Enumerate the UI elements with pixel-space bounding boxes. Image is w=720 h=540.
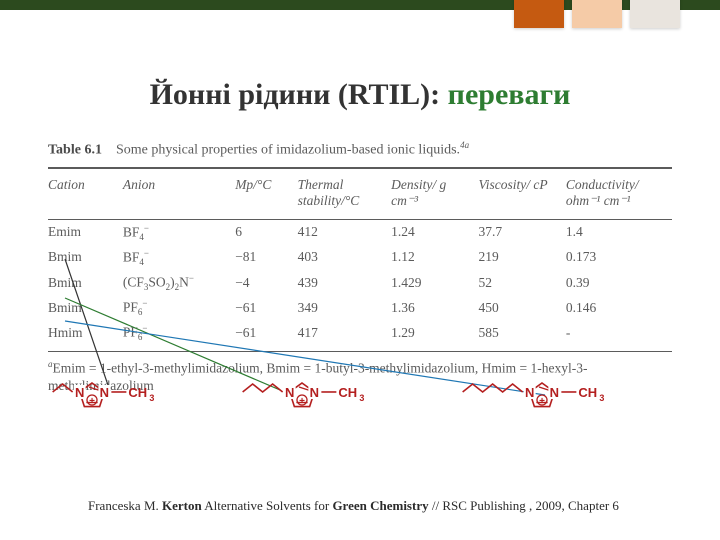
table-cell: (CF3SO2)2N− — [123, 270, 235, 295]
table-cell: 1.4 — [566, 219, 672, 245]
table-cell: 1.24 — [391, 219, 478, 245]
table-cell: Hmim — [48, 320, 123, 351]
table-cell: −61 — [235, 320, 297, 351]
table-row: BmimBF4−−814031.122190.173 — [48, 245, 672, 270]
slide-title: Йонні рідини (RTIL): переваги — [0, 78, 720, 112]
table-caption: Table 6.1 Some physical properties of im… — [48, 140, 672, 169]
table-cell: 450 — [479, 295, 566, 320]
table-cell: −4 — [235, 270, 297, 295]
table-footnote: aEmim = 1-ethyl-3-methylimidazolium, Bmi… — [48, 352, 672, 396]
caption-label: Table 6.1 — [48, 143, 102, 158]
table-cell: 219 — [479, 245, 566, 270]
accent-box — [572, 0, 622, 28]
citation: Franceska M. Kerton Alternative Solvents… — [88, 498, 680, 514]
table-cell: PF6− — [123, 320, 235, 351]
column-header: Cation — [48, 169, 123, 220]
cite-mid: Alternative Solvents for — [202, 498, 333, 513]
cite-topic: Green Chemistry — [332, 498, 428, 513]
accent-boxes — [514, 0, 680, 28]
table-cell: Bmim — [48, 245, 123, 270]
table-row: Bmim(CF3SO2)2N−−44391.429520.39 — [48, 270, 672, 295]
table-region: Table 6.1 Some physical properties of im… — [48, 140, 672, 396]
cite-suffix: // RSC Publishing , 2009, Chapter 6 — [429, 498, 619, 513]
table-cell: 1.429 — [391, 270, 478, 295]
svg-text:+: + — [89, 396, 95, 407]
title-green: переваги — [448, 78, 571, 111]
table-cell: 37.7 — [479, 219, 566, 245]
cite-prefix: Franceska M. — [88, 498, 162, 513]
svg-text:+: + — [539, 396, 545, 407]
table-cell: BF4− — [123, 245, 235, 270]
table-row: EmimBF4−64121.2437.71.4 — [48, 219, 672, 245]
table-cell: 403 — [298, 245, 392, 270]
table-cell: −61 — [235, 295, 297, 320]
table-cell: 439 — [298, 270, 392, 295]
table-cell: 1.12 — [391, 245, 478, 270]
svg-text:+: + — [299, 396, 305, 407]
column-header: Mp/°C — [235, 169, 297, 220]
table-cell: −81 — [235, 245, 297, 270]
table-cell: 6 — [235, 219, 297, 245]
table-cell: 412 — [298, 219, 392, 245]
column-header: Density/ g cm⁻³ — [391, 169, 478, 220]
column-header: Conductivity/ ohm⁻¹ cm⁻¹ — [566, 169, 672, 220]
table-cell: - — [566, 320, 672, 351]
data-table: CationAnionMp/°CThermal stability/°CDens… — [48, 169, 672, 352]
table-cell: 1.36 — [391, 295, 478, 320]
table-cell: 52 — [479, 270, 566, 295]
table-cell: Bmim — [48, 270, 123, 295]
table-cell: BF4− — [123, 219, 235, 245]
column-header: Thermal stability/°C — [298, 169, 392, 220]
footnote-text: Emim = 1-ethyl-3-methylimidazolium, Bmim… — [48, 360, 588, 393]
table-row: BmimPF6−−613491.364500.146 — [48, 295, 672, 320]
accent-box — [630, 0, 680, 28]
table-cell: 585 — [479, 320, 566, 351]
column-header: Anion — [123, 169, 235, 220]
title-black: Йонні рідини (RTIL): — [150, 78, 448, 111]
table-cell: Bmim — [48, 295, 123, 320]
table-row: HmimPF6−−614171.29585- — [48, 320, 672, 351]
accent-box — [514, 0, 564, 28]
table-cell: 0.173 — [566, 245, 672, 270]
column-header: Viscosity/ cP — [479, 169, 566, 220]
table-cell: 0.39 — [566, 270, 672, 295]
caption-sup: 4a — [460, 140, 469, 150]
table-cell: 417 — [298, 320, 392, 351]
table-cell: Emim — [48, 219, 123, 245]
table-cell: 0.146 — [566, 295, 672, 320]
cite-name: Kerton — [162, 498, 202, 513]
table-cell: PF6− — [123, 295, 235, 320]
table-cell: 349 — [298, 295, 392, 320]
caption-text: Some physical properties of imidazolium-… — [116, 143, 460, 158]
table-cell: 1.29 — [391, 320, 478, 351]
